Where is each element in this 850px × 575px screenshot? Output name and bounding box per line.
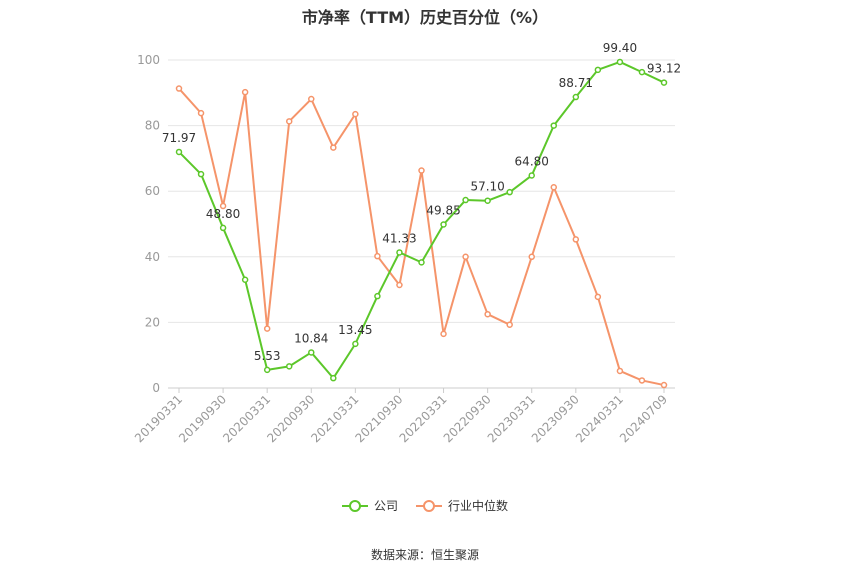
company-point <box>308 349 315 356</box>
company-point <box>418 259 425 266</box>
company-point <box>197 170 205 178</box>
data-label: 41.33 <box>382 231 416 245</box>
x-axis <box>168 387 675 393</box>
industry-median-point <box>418 167 425 174</box>
data-label: 71.97 <box>162 131 196 145</box>
company-point <box>219 224 227 232</box>
data-label: 13.45 <box>338 323 372 337</box>
legend-company-label: 公司 <box>373 499 398 513</box>
industry-median-point <box>660 381 668 389</box>
y-tick-label: 100 <box>137 53 160 67</box>
company-point <box>506 188 513 196</box>
x-tick-label: 20240709 <box>617 392 670 445</box>
industry-median-point <box>638 377 646 384</box>
industry-median-point <box>396 281 403 289</box>
data-label: 10.84 <box>294 331 328 345</box>
industry-median-point <box>528 253 535 261</box>
series-lines <box>175 58 668 389</box>
industry-median-point <box>594 293 602 301</box>
company-point <box>484 197 491 204</box>
y-tick-label: 40 <box>145 250 160 264</box>
industry-median-point <box>175 85 183 92</box>
y-tick-label: 80 <box>145 119 160 133</box>
company-point <box>638 68 646 76</box>
x-axis-labels: 2019033120190930202003312020093020210331… <box>132 392 670 445</box>
data-label: 93.12 <box>647 62 681 76</box>
industry-median-point <box>241 88 249 96</box>
data-label: 5.53 <box>254 349 281 363</box>
company-point <box>462 196 469 204</box>
industry-median-point <box>440 330 447 338</box>
company-point <box>550 122 558 129</box>
data-label: 49.85 <box>426 203 460 217</box>
industry-median-point <box>484 310 491 318</box>
legend-company-marker <box>341 499 368 512</box>
y-tick-label: 60 <box>145 184 160 198</box>
company-point <box>241 276 249 284</box>
industry-median-point <box>374 252 381 260</box>
industry-median-point <box>572 236 580 243</box>
y-tick-label: 0 <box>152 381 160 395</box>
data-label: 64.80 <box>515 154 549 168</box>
data-label: 99.40 <box>603 41 637 55</box>
source-note: 数据来源：恒生聚源 <box>370 548 479 562</box>
company-point <box>175 148 183 156</box>
y-axis-labels: 0 20 40 60 80 100 <box>137 53 160 395</box>
legend-item-industry-median[interactable]: 行业中位数 <box>416 497 508 514</box>
legend-industry-label: 行业中位数 <box>448 499 509 513</box>
company-line <box>178 60 665 380</box>
company-point <box>528 172 535 179</box>
company-point <box>396 249 403 256</box>
company-point <box>352 340 359 348</box>
company-point <box>285 363 293 370</box>
industry-median-point <box>308 95 315 103</box>
data-labels: 71.97 48.80 5.53 10.84 13.45 41.33 49.85 57.10 6… <box>162 41 681 363</box>
company-point <box>263 366 271 374</box>
company-point <box>330 374 337 382</box>
industry-median-point <box>506 321 513 328</box>
company-point <box>660 79 668 86</box>
industry-median-point <box>330 144 337 151</box>
industry-median-point <box>219 202 227 210</box>
industry-median-point <box>197 109 205 117</box>
industry-median-point <box>352 110 359 118</box>
industry-median-point <box>263 325 271 332</box>
grid-lines <box>168 59 675 323</box>
chart-title: 市净率（TTM）历史百分位（%） <box>301 8 549 27</box>
data-label: 57.10 <box>470 180 504 194</box>
y-tick-label: 20 <box>145 315 160 329</box>
company-point <box>440 221 447 228</box>
company-point <box>616 58 624 66</box>
data-label: 48.80 <box>206 207 240 221</box>
company-point <box>572 93 580 101</box>
legend-industry-marker <box>416 499 442 512</box>
industry-median-point <box>550 184 558 191</box>
industry-median-point <box>462 253 469 261</box>
industry-median-line <box>178 87 665 387</box>
industry-median-point <box>616 367 624 375</box>
company-point <box>594 66 602 74</box>
company-point <box>374 292 381 300</box>
industry-median-point <box>285 118 293 125</box>
legend-item-company[interactable]: 公司 <box>341 497 398 514</box>
legend: 公司 行业中位数 <box>0 497 850 514</box>
data-label: 88.71 <box>559 76 593 90</box>
